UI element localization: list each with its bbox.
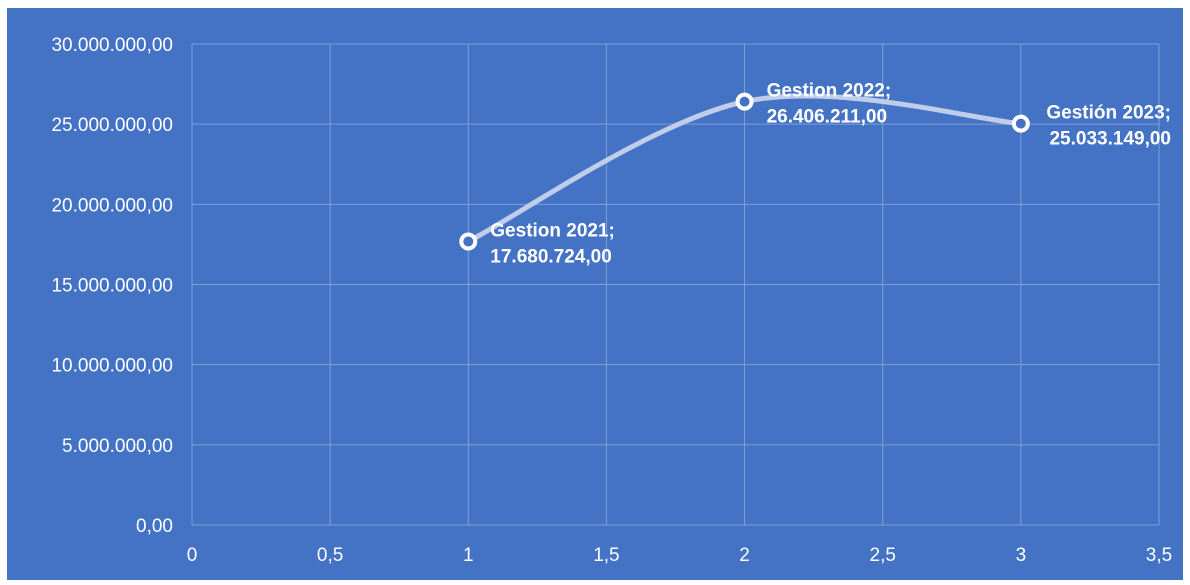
data-label: Gestion 2022; — [767, 81, 892, 102]
x-tick-label: 2 — [739, 545, 750, 566]
data-point-marker — [459, 232, 478, 251]
y-tick-label: 0,00 — [136, 516, 173, 537]
data-label: Gestion 2021; — [490, 221, 615, 242]
gridlines — [191, 43, 1160, 526]
y-tick-label: 25.000.000,00 — [51, 115, 173, 136]
data-point-marker — [735, 92, 754, 111]
data-point-marker — [1011, 114, 1030, 133]
y-tick-label: 20.000.000,00 — [51, 195, 173, 216]
y-tick-label: 5.000.000,00 — [62, 436, 173, 457]
x-tick-label: 0,5 — [317, 545, 343, 566]
data-label: Gestión 2023; — [1046, 103, 1171, 124]
data-label: 25.033.149,00 — [1049, 129, 1171, 150]
x-tick-label: 2,5 — [870, 545, 896, 566]
chart-area: 0,00 5.000.000,00 10.000.000,00 15.000.000,… — [7, 8, 1183, 580]
x-tick-label: 0 — [187, 545, 198, 566]
data-label: 17.680.724,00 — [490, 247, 612, 268]
data-labels: Gestion 2021; 17.680.724,00 Gestion 2022; 2… — [490, 81, 1171, 268]
series-1 — [459, 92, 1030, 251]
x-tick-label: 3,5 — [1146, 545, 1172, 566]
y-tick-label: 15.000.000,00 — [51, 276, 173, 297]
x-tick-label: 1,5 — [593, 545, 619, 566]
y-tick-label: 10.000.000,00 — [51, 356, 173, 377]
x-tick-label: 1 — [463, 545, 474, 566]
x-tick-label: 3 — [1016, 545, 1027, 566]
axis-tick-labels: 0,00 5.000.000,00 10.000.000,00 15.000.000,… — [51, 35, 1172, 566]
y-tick-label: 30.000.000,00 — [51, 35, 173, 56]
data-label: 26.406.211,00 — [767, 107, 887, 128]
line-chart: 0,00 5.000.000,00 10.000.000,00 15.000.000,… — [51, 35, 1172, 566]
